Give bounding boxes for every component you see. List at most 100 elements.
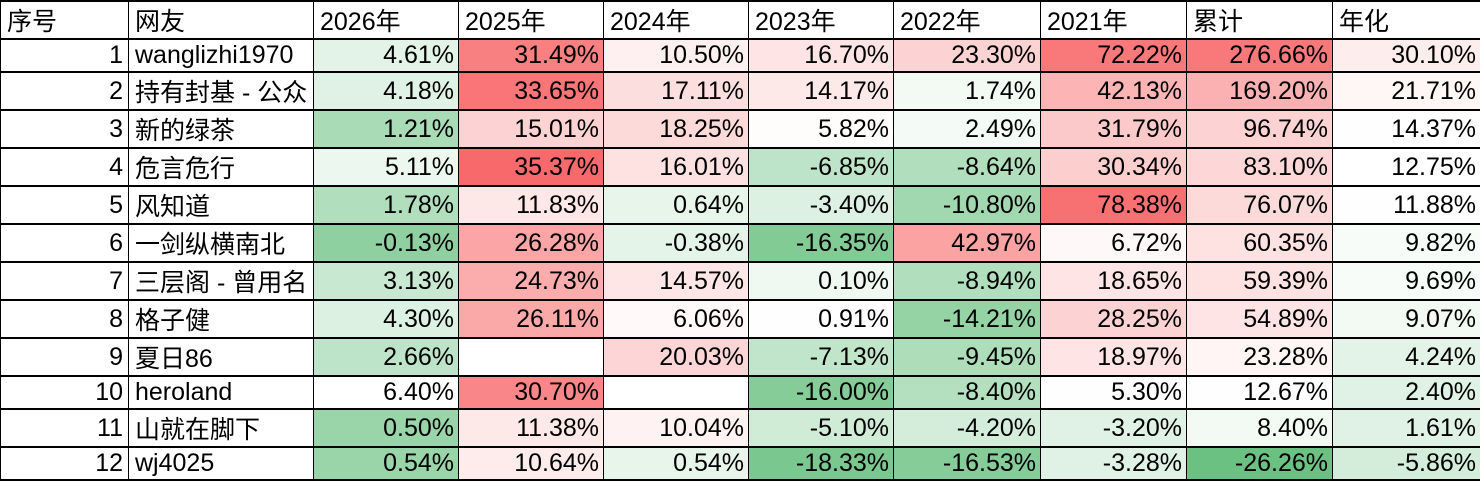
value-cell[interactable]: 6.40% <box>314 376 459 409</box>
value-cell[interactable]: 1.61% <box>1333 409 1480 447</box>
value-cell[interactable]: 60.35% <box>1187 224 1333 262</box>
header-2023[interactable]: 2023年 <box>749 1 894 39</box>
value-cell[interactable]: 4.24% <box>1333 338 1480 376</box>
user-name-cell[interactable]: heroland <box>129 376 314 409</box>
value-cell[interactable]: -18.33% <box>749 447 894 480</box>
user-name-cell[interactable]: 新的绿茶 <box>129 110 314 148</box>
value-cell[interactable]: 28.25% <box>1041 300 1187 338</box>
value-cell[interactable]: 3.13% <box>314 262 459 300</box>
value-cell[interactable]: 5.30% <box>1041 376 1187 409</box>
value-cell[interactable]: -5.86% <box>1333 447 1480 480</box>
value-cell[interactable]: 15.01% <box>459 110 604 148</box>
value-cell[interactable]: -5.10% <box>749 409 894 447</box>
value-cell[interactable]: 0.10% <box>749 262 894 300</box>
value-cell[interactable]: 30.70% <box>459 376 604 409</box>
value-cell[interactable]: 30.10% <box>1333 39 1480 72</box>
header-2025[interactable]: 2025年 <box>459 1 604 39</box>
value-cell[interactable]: 23.28% <box>1187 338 1333 376</box>
value-cell[interactable]: 54.89% <box>1187 300 1333 338</box>
value-cell[interactable]: 59.39% <box>1187 262 1333 300</box>
header-2024[interactable]: 2024年 <box>604 1 749 39</box>
value-cell[interactable]: -7.13% <box>749 338 894 376</box>
row-index-cell[interactable]: 6 <box>1 224 129 262</box>
value-cell[interactable]: 31.49% <box>459 39 604 72</box>
value-cell[interactable]: 11.38% <box>459 409 604 447</box>
value-cell[interactable]: 30.34% <box>1041 148 1187 186</box>
value-cell[interactable]: -0.38% <box>604 224 749 262</box>
header-2026[interactable]: 2026年 <box>314 1 459 39</box>
value-cell[interactable]: -6.85% <box>749 148 894 186</box>
value-cell[interactable]: 16.01% <box>604 148 749 186</box>
value-cell[interactable]: -8.94% <box>894 262 1041 300</box>
value-cell[interactable]: -14.21% <box>894 300 1041 338</box>
value-cell[interactable]: -16.00% <box>749 376 894 409</box>
row-index-cell[interactable]: 4 <box>1 148 129 186</box>
value-cell[interactable]: 10.64% <box>459 447 604 480</box>
value-cell[interactable]: 6.72% <box>1041 224 1187 262</box>
value-cell[interactable]: 14.37% <box>1333 110 1480 148</box>
value-cell[interactable]: 4.18% <box>314 72 459 110</box>
header-2021[interactable]: 2021年 <box>1041 1 1187 39</box>
value-cell[interactable]: 76.07% <box>1187 186 1333 224</box>
value-cell[interactable]: -9.45% <box>894 338 1041 376</box>
value-cell[interactable]: 11.88% <box>1333 186 1480 224</box>
value-cell[interactable]: 1.78% <box>314 186 459 224</box>
value-cell[interactable]: -0.13% <box>314 224 459 262</box>
value-cell[interactable]: -3.28% <box>1041 447 1187 480</box>
value-cell[interactable]: 2.40% <box>1333 376 1480 409</box>
value-cell[interactable]: 12.75% <box>1333 148 1480 186</box>
value-cell[interactable]: 9.07% <box>1333 300 1480 338</box>
value-cell[interactable]: 35.37% <box>459 148 604 186</box>
value-cell[interactable]: 33.65% <box>459 72 604 110</box>
value-cell[interactable]: 169.20% <box>1187 72 1333 110</box>
user-name-cell[interactable]: 风知道 <box>129 186 314 224</box>
value-cell[interactable]: 9.69% <box>1333 262 1480 300</box>
row-index-cell[interactable]: 8 <box>1 300 129 338</box>
value-cell[interactable]: 18.65% <box>1041 262 1187 300</box>
value-cell[interactable]: 2.66% <box>314 338 459 376</box>
value-cell[interactable]: -16.53% <box>894 447 1041 480</box>
value-cell[interactable]: 12.67% <box>1187 376 1333 409</box>
value-cell[interactable]: 72.22% <box>1041 39 1187 72</box>
value-cell[interactable]: 16.70% <box>749 39 894 72</box>
row-index-cell[interactable]: 5 <box>1 186 129 224</box>
value-cell[interactable]: 18.97% <box>1041 338 1187 376</box>
user-name-cell[interactable]: wanglizhi1970 <box>129 39 314 72</box>
value-cell[interactable]: 0.50% <box>314 409 459 447</box>
value-cell[interactable]: 24.73% <box>459 262 604 300</box>
row-index-cell[interactable]: 11 <box>1 409 129 447</box>
value-cell[interactable]: 42.13% <box>1041 72 1187 110</box>
value-cell[interactable]: -26.26% <box>1187 447 1333 480</box>
value-cell[interactable]: 1.21% <box>314 110 459 148</box>
value-cell[interactable]: 21.71% <box>1333 72 1480 110</box>
value-cell[interactable]: 2.49% <box>894 110 1041 148</box>
value-cell[interactable]: 23.30% <box>894 39 1041 72</box>
value-cell[interactable]: 6.06% <box>604 300 749 338</box>
value-cell[interactable]: -16.35% <box>749 224 894 262</box>
user-name-cell[interactable]: 持有封基 - 公众 <box>129 72 314 110</box>
value-cell[interactable]: -4.20% <box>894 409 1041 447</box>
value-cell[interactable]: 8.40% <box>1187 409 1333 447</box>
value-cell[interactable]: 276.66% <box>1187 39 1333 72</box>
header-annualized[interactable]: 年化 <box>1333 1 1480 39</box>
row-index-cell[interactable]: 3 <box>1 110 129 148</box>
value-cell[interactable]: 78.38% <box>1041 186 1187 224</box>
value-cell[interactable]: 83.10% <box>1187 148 1333 186</box>
value-cell[interactable]: 0.91% <box>749 300 894 338</box>
value-cell[interactable]: 14.17% <box>749 72 894 110</box>
header-2022[interactable]: 2022年 <box>894 1 1041 39</box>
value-cell[interactable] <box>459 338 604 376</box>
value-cell[interactable]: 14.57% <box>604 262 749 300</box>
user-name-cell[interactable]: 一剑纵横南北 <box>129 224 314 262</box>
value-cell[interactable]: 9.82% <box>1333 224 1480 262</box>
user-name-cell[interactable]: 格子健 <box>129 300 314 338</box>
value-cell[interactable] <box>604 376 749 409</box>
value-cell[interactable]: 4.30% <box>314 300 459 338</box>
value-cell[interactable]: 1.74% <box>894 72 1041 110</box>
value-cell[interactable]: -8.64% <box>894 148 1041 186</box>
value-cell[interactable]: 17.11% <box>604 72 749 110</box>
header-cumulative[interactable]: 累计 <box>1187 1 1333 39</box>
value-cell[interactable]: 20.03% <box>604 338 749 376</box>
value-cell[interactable]: 42.97% <box>894 224 1041 262</box>
value-cell[interactable]: -10.80% <box>894 186 1041 224</box>
